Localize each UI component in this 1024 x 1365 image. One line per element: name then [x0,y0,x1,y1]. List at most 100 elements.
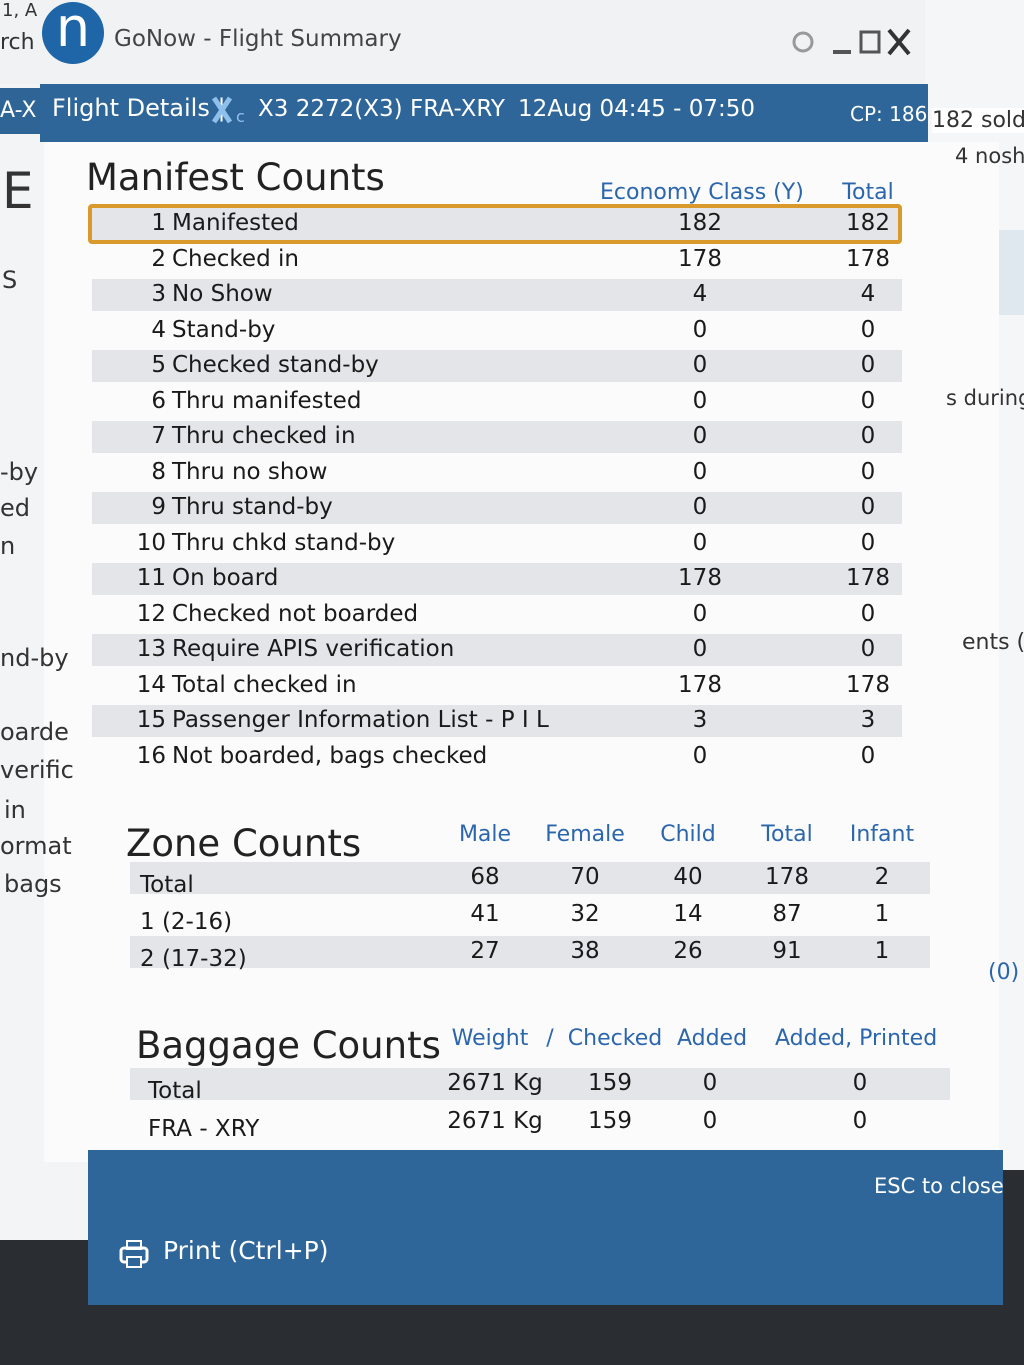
section-title: Baggage Counts [136,1024,441,1067]
total-count: 0 [860,529,876,556]
zone-count: 41 [470,901,500,927]
row-label: On board [172,565,279,591]
column-header: Total [842,180,894,205]
row-number: 12 [136,600,166,627]
row-background [92,492,902,524]
economy-count: 4 [692,281,708,307]
row-number: 16 [136,742,166,769]
row-number: 5 [151,352,166,378]
total-count: 0 [860,636,876,662]
row-background [92,208,902,240]
background-text: oarde [0,718,69,746]
row-background [92,350,902,382]
economy-count: 0 [692,316,708,343]
dialog-footer: Print (Ctrl+P) ESC to close [88,1150,1004,1305]
row-label: Total [148,1078,202,1104]
row-number: 6 [151,387,166,414]
economy-count: 3 [692,707,708,733]
background-text: ed [0,494,30,522]
zone-count: 38 [570,938,600,964]
column-header: Checked [567,1026,663,1051]
zone-count: 14 [673,901,703,927]
economy-count: 178 [678,245,722,272]
svg-text:c: c [236,107,245,126]
row-background [92,634,902,666]
print-button[interactable]: Print (Ctrl+P) [163,1236,329,1265]
row-label: FRA - XRY [148,1116,260,1142]
total-count: 0 [860,423,876,449]
row-background [92,421,902,453]
print-icon[interactable] [118,1238,150,1270]
baggage-value: 159 [588,1070,632,1096]
row-number: 15 [136,707,166,733]
column-header: Added [676,1026,748,1051]
background-text: ents ( [962,630,1024,655]
row-label: Thru stand-by [172,494,333,520]
baggage-value: 0 [852,1108,868,1134]
background-text: s during [946,386,1024,410]
total-count: 0 [860,600,876,627]
background-text: 182 sold [932,108,1024,133]
row-label: Thru checked in [172,423,356,449]
window-title: GoNow - Flight Summary [114,26,402,52]
row-label: Total checked in [172,671,357,698]
window-controls [792,28,911,56]
baggage-value: 2671 Kg [447,1070,543,1096]
column-header: Female [545,822,625,847]
baggage-value: 0 [702,1070,718,1096]
row-background [92,563,902,595]
row-label: Thru no show [172,458,328,485]
background-text: ormat [0,832,72,860]
background-text: A-X [0,98,37,123]
economy-count: 0 [692,600,708,627]
zone-count: 27 [470,938,500,964]
background-text: in [4,796,26,824]
row-label: Manifested [172,210,299,236]
zone-count: 178 [765,864,809,890]
dialog-header: Flight Details | c X3 2272(X3) FRA-XRY 1… [40,84,928,142]
economy-count: 178 [678,671,722,698]
background-text: n [0,532,16,560]
row-number: 10 [136,529,166,556]
row-label: 2 (17-32) [140,946,247,972]
background-text: rch [0,30,35,55]
column-header: Weight [451,1026,529,1051]
background-text: 4 nosh [955,144,1024,168]
row-label: Passenger Information List - P I L [172,707,549,733]
total-count: 0 [860,316,876,343]
column-header: Economy Class (Y) [600,180,804,205]
dialog-content: Manifest Counts Economy Class (Y) Total 1 Ma… [44,142,999,1162]
zone-count: 1 [874,938,890,964]
row-number: 13 [136,636,166,662]
column-header: Male [458,822,512,847]
economy-count: 0 [692,494,708,520]
row-number: 14 [136,671,166,698]
maximize-button[interactable] [859,30,881,54]
column-header: / [546,1026,554,1051]
zone-count: 32 [570,901,600,927]
row-number: 9 [151,494,166,520]
app-icon: n [42,1,104,64]
row-background [92,705,902,737]
economy-count: 178 [678,565,722,591]
header-label: Flight Details | [52,94,226,122]
zone-count: 87 [772,901,802,927]
refresh-button[interactable] [792,31,814,53]
baggage-value: 2671 Kg [447,1108,543,1134]
economy-count: 0 [692,636,708,662]
total-count: 178 [846,245,890,272]
background-text: bags [4,870,62,898]
economy-count: 0 [692,387,708,414]
row-label: Stand-by [172,316,276,343]
zone-count: 2 [874,864,890,890]
zone-count: 40 [673,864,703,890]
background-text: 1, A [2,0,38,21]
close-button[interactable] [887,28,911,56]
total-count: 178 [846,671,890,698]
background-text: nd-by [0,644,69,672]
economy-count: 0 [692,423,708,449]
total-count: 0 [860,387,876,414]
row-label: 1 (2-16) [140,909,233,935]
row-number: 8 [151,458,166,485]
row-label: Checked stand-by [172,352,379,378]
